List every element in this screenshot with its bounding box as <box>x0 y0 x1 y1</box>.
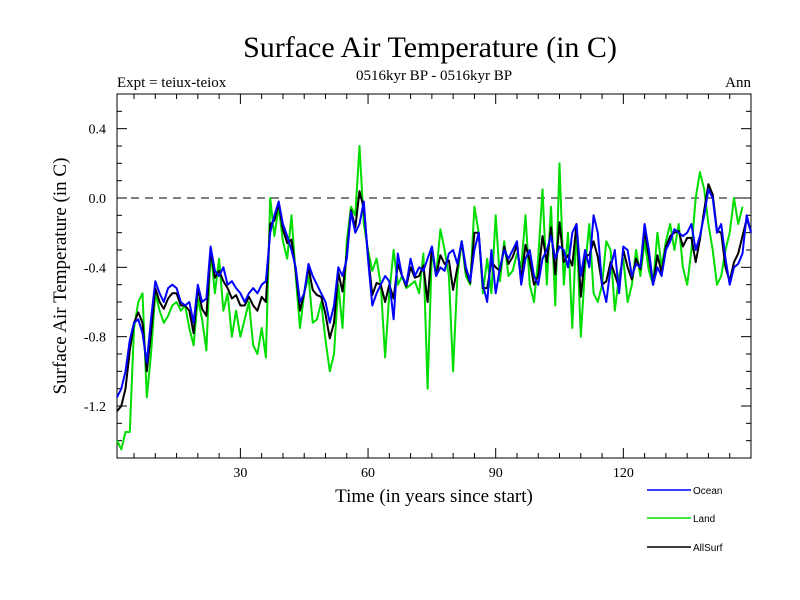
x-tick-label: 120 <box>613 466 634 481</box>
series-line-land <box>116 145 744 451</box>
legend-label-allsurf: AllSurf <box>693 543 723 554</box>
y-tick-label: -0.8 <box>84 331 106 346</box>
period-label: Ann <box>725 75 751 91</box>
x-tick-label: 90 <box>489 466 503 481</box>
experiment-label: Expt = teiux-teiox <box>117 75 227 91</box>
plot-frame <box>116 93 752 459</box>
series-line-allsurf <box>116 183 752 412</box>
legend-label-ocean: Ocean <box>693 486 722 497</box>
legend-label-land: Land <box>693 514 715 525</box>
chart-subtitle: 0516kyr BP - 0516kyr BP <box>356 68 512 84</box>
chart-title: Surface Air Temperature (in C) <box>243 31 617 64</box>
x-tick-label: 60 <box>361 466 375 481</box>
y-tick-label: 0.4 <box>89 123 107 138</box>
y-tick-label: -0.4 <box>84 261 106 276</box>
y-tick-labels: 0.4 0.0 -0.4 -0.8 -1.2 <box>84 123 106 415</box>
y-tick-label: 0.0 <box>89 192 107 207</box>
legend: Ocean Land AllSurf <box>647 486 723 554</box>
x-tick-labels: 30 60 90 120 <box>233 466 633 481</box>
series-line-ocean <box>116 188 752 398</box>
x-axis-label: Time (in years since start) <box>335 486 533 507</box>
series-lines <box>116 145 752 451</box>
y-axis-label: Surface Air Temperature (in C) <box>50 158 71 395</box>
y-tick-label: -1.2 <box>84 400 106 415</box>
x-tick-label: 30 <box>233 466 247 481</box>
